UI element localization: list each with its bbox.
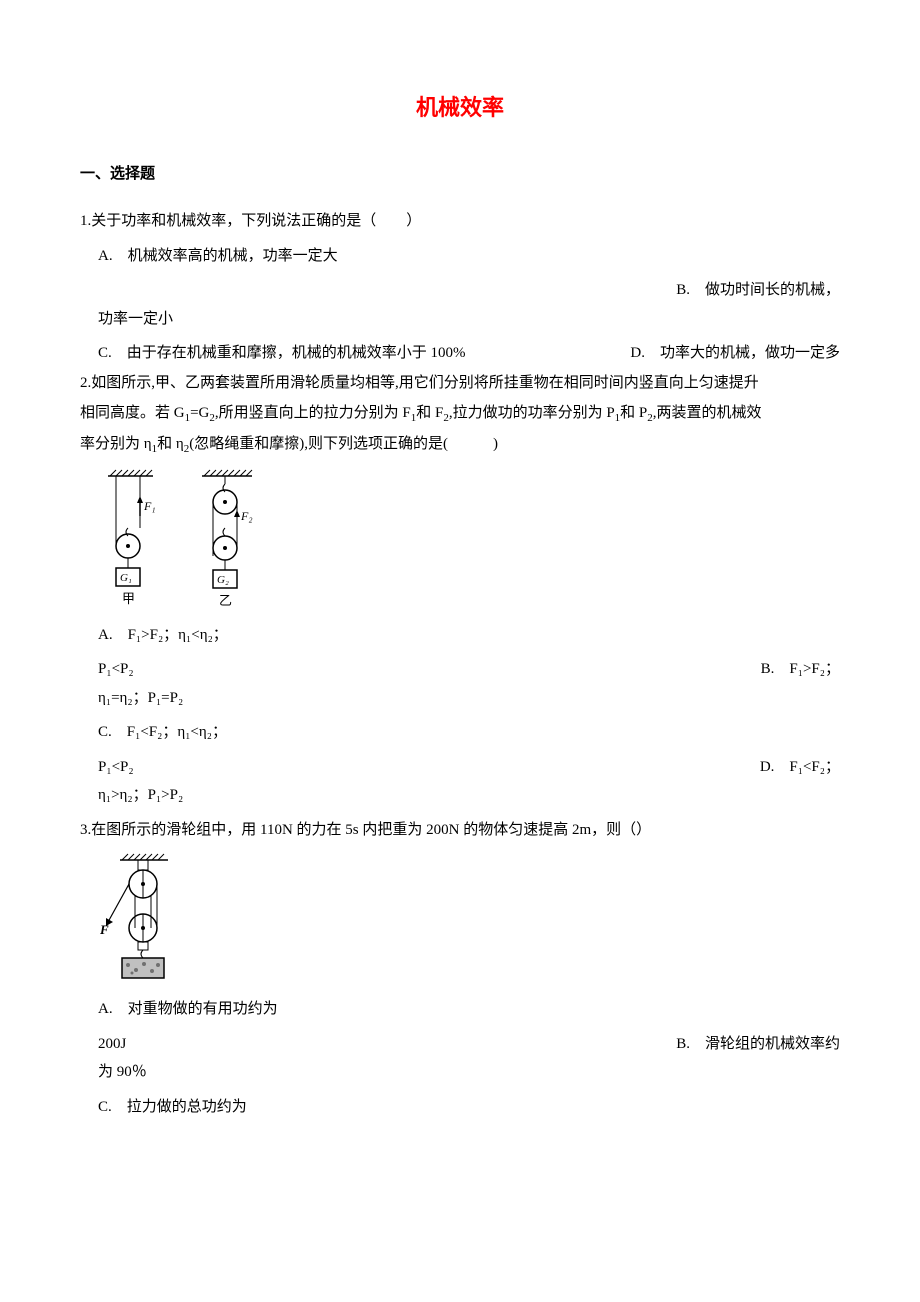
q2-choice-d: D. F₁<F₂； [760,753,840,782]
q3-f-label: F [99,922,109,937]
q2-l2-e: ,两装置的机械效 [653,405,762,421]
q2-f2-label: F₂ [240,509,253,523]
section-header-1: 一、选择题 [80,162,840,183]
q2-cap-jia: 甲 [122,591,135,606]
q1-choice-b-cont: 功率一定小 [80,305,840,334]
q2-c2: P₁<P₂ [80,753,134,782]
q2-choice-a: A. F₁>F₂；η₁<η₂； [80,621,840,650]
q3-choice-a: A. 对重物做的有用功约为 [80,995,840,1024]
page-title: 机械效率 [80,90,840,122]
q2-fig-yi: F₂ G₂ 乙 [192,468,262,613]
q3-figure: F [80,852,840,987]
q1-choice-a: A. 机械效率高的机械，功率一定大 [80,242,840,271]
q3-stem: 3.在图所示的滑轮组中，用 110N 的力在 5s 内把重为 200N 的物体匀… [80,816,840,845]
q3-b2: 为 90％ [80,1058,840,1087]
q2-l2-pre: 相同高度。若 G [80,405,185,421]
q3-choice-b: B. 滑轮组的机械效率约 [676,1030,840,1059]
q2-g2-label: G₂ [217,574,229,586]
q2-l2-mid: =G [190,405,209,421]
q2-stem-l3: 率分别为 η1和 η2(忽略绳重和摩擦),则下列选项正确的是( ) [80,429,840,460]
q2-l3-a: 率分别为 η [80,436,152,452]
q2-stem-l2: 相同高度。若 G1=G2,所用竖直向上的拉力分别为 F1和 F2,拉力做功的功率… [80,398,840,429]
q3-pulley-fig: F [98,852,178,987]
q2-choice-c: C. F₁<F₂；η₁<η₂； [80,718,840,747]
q1-blank [80,276,98,305]
q2-l2-a: ,所用竖直向上的拉力分别为 F [215,405,411,421]
q2-b2: η₁=η₂；P₁=P₂ [80,684,840,713]
q2-g1-label: G₁ [120,572,132,584]
q2-choice-b: B. F₁>F₂； [761,655,840,684]
q2-l2-b: 和 F [416,405,443,421]
q2-l3-c: (忽略绳重和摩擦),则下列选项正确的是( ) [189,436,498,452]
q2-d2: η₁>η₂；P₁>P₂ [80,781,840,810]
q2-a2: P₁<P₂ [80,655,134,684]
q1-stem: 1.关于功率和机械效率，下列说法正确的是（ ） [80,207,840,236]
q2-figures: F₁ G₁ 甲 F₂ [80,468,840,613]
q2-f1-label: F₁ [143,499,156,513]
q3-choice-c: C. 拉力做的总功约为 [80,1093,840,1122]
q3-a2: 200J [80,1030,126,1059]
q1-choice-c: C. 由于存在机械重和摩擦，机械的机械效率小于 100% [80,339,466,368]
q2-l3-b: 和 η [157,436,184,452]
q2-l2-d: 和 P [620,405,647,421]
q2-cap-yi: 乙 [219,593,232,608]
q2-fig-jia: F₁ G₁ 甲 [98,468,168,613]
q2-l2-c: ,拉力做功的功率分别为 P [449,405,615,421]
q1-choice-b: B. 做功时间长的机械， [676,276,840,305]
q1-choice-d: D. 功率大的机械，做功一定多 [630,339,840,368]
q2-stem-l1: 2.如图所示,甲、乙两套装置所用滑轮质量均相等,用它们分别将所挂重物在相同时间内… [80,368,840,398]
